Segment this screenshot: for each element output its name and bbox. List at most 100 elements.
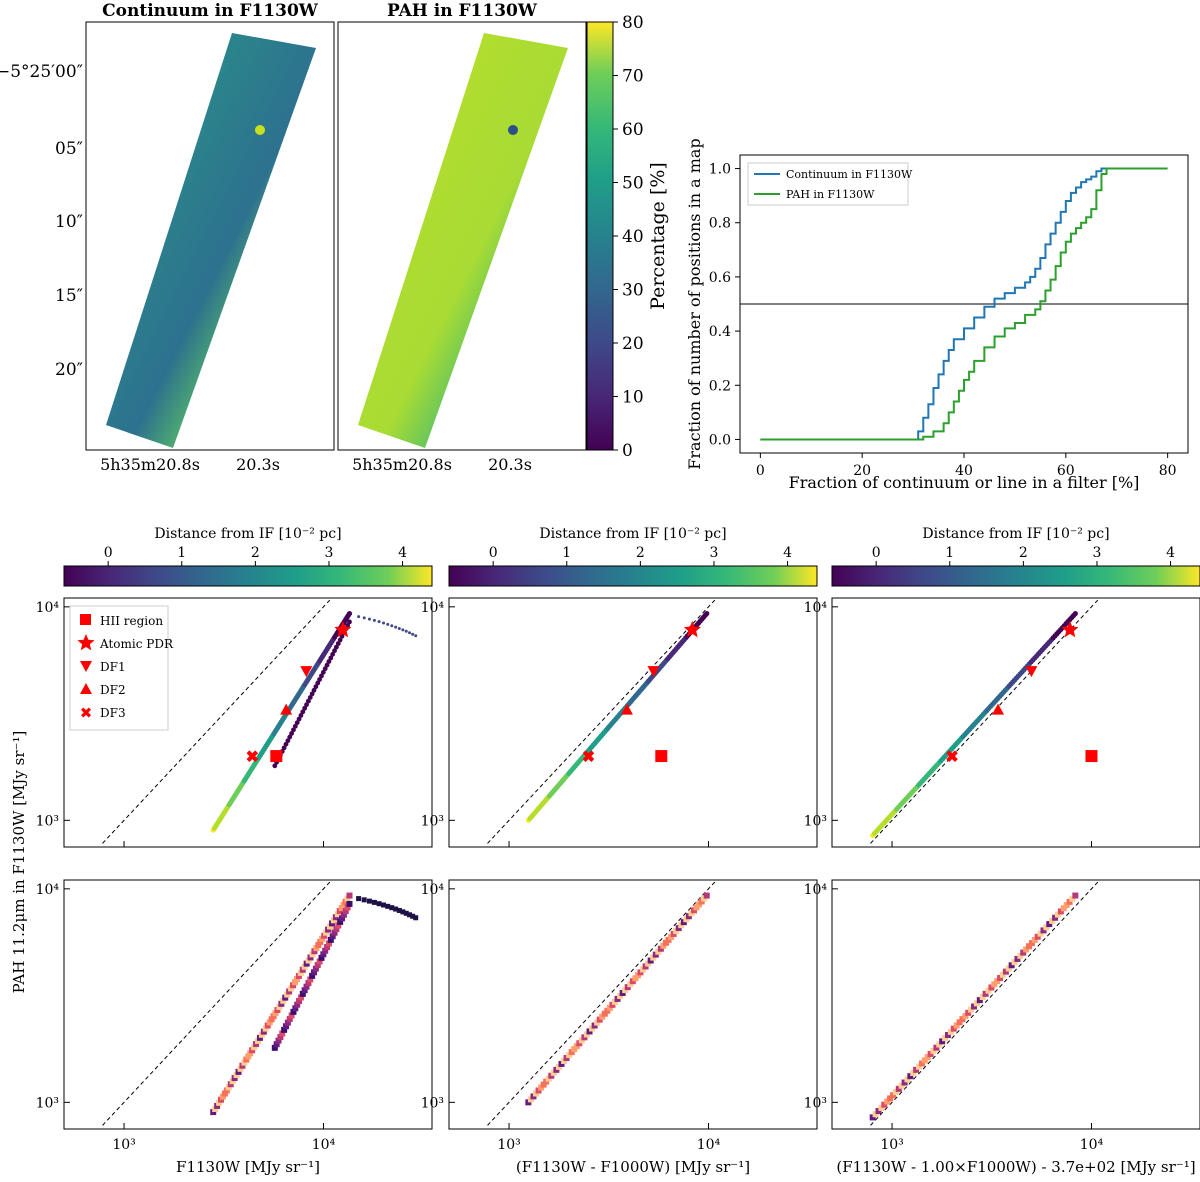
density-bin bbox=[216, 1099, 223, 1106]
scatter-point bbox=[386, 622, 390, 626]
density-bin bbox=[235, 1068, 242, 1075]
scatter-point bbox=[281, 745, 287, 751]
pah-map-image bbox=[358, 33, 568, 448]
density-bin bbox=[218, 1096, 225, 1103]
scatter-point bbox=[324, 662, 330, 668]
density-bin bbox=[292, 1005, 299, 1012]
x-tick-label: 10⁴ bbox=[697, 1137, 721, 1153]
density-bin bbox=[342, 898, 349, 905]
density-bin bbox=[1040, 927, 1047, 934]
y-tick-label: 10⁴ bbox=[421, 600, 445, 616]
marker-df2 bbox=[280, 703, 293, 715]
legend-swatch bbox=[77, 634, 95, 651]
density-bin bbox=[320, 951, 327, 958]
density-bin bbox=[309, 972, 316, 979]
density-bin bbox=[953, 1022, 960, 1029]
scatter-point bbox=[347, 619, 352, 625]
density-bin bbox=[930, 1047, 937, 1054]
density-bin bbox=[272, 1010, 279, 1017]
cdf-legend bbox=[747, 162, 909, 206]
scatter-point bbox=[313, 684, 319, 690]
density-bin bbox=[881, 1101, 888, 1108]
density-bin bbox=[260, 1028, 267, 1035]
ra-axis: 5h35m20.8s 20.3s 5h35m20.8s 20.3s bbox=[100, 455, 532, 474]
density-bin bbox=[950, 1025, 957, 1032]
dec-label-2: 10″ bbox=[55, 212, 83, 232]
x-tick-label: 10³ bbox=[497, 1137, 520, 1153]
density-bin bbox=[273, 1041, 280, 1048]
x-tick-label: 10⁴ bbox=[1080, 1137, 1104, 1153]
density-bin bbox=[400, 909, 406, 915]
density-bin bbox=[233, 1071, 240, 1078]
density-bin bbox=[299, 990, 306, 997]
density-bin bbox=[281, 1026, 288, 1033]
distance-colorbar-tick-label: 2 bbox=[251, 545, 260, 561]
density-bin bbox=[290, 1008, 297, 1015]
density-bin bbox=[286, 988, 293, 995]
distance-colorbar-label: Distance from IF [10⁻² pc] bbox=[154, 526, 341, 542]
xlabel-col1: F1130W [MJy sr⁻¹] bbox=[176, 1158, 320, 1176]
density-bin bbox=[1046, 921, 1053, 928]
cdf-series bbox=[760, 167, 1168, 441]
density-bin bbox=[295, 972, 302, 979]
density-bin bbox=[956, 1019, 963, 1026]
map-colorbar-ticks: 0 10 20 30 40 50 60 70 80 bbox=[613, 13, 644, 461]
map-colorbar-tick-label: 0 bbox=[622, 441, 633, 461]
scatter-point bbox=[382, 621, 386, 625]
density-bin bbox=[276, 1003, 283, 1010]
density-bin bbox=[916, 1063, 923, 1070]
density-bin bbox=[331, 929, 338, 936]
density-bin bbox=[994, 978, 1001, 985]
continuum-map-hotspot bbox=[255, 125, 265, 135]
density-bin bbox=[361, 897, 367, 903]
density-bin bbox=[1017, 952, 1024, 959]
scatter-point bbox=[414, 634, 418, 638]
density-bin bbox=[288, 1012, 295, 1019]
density-bin bbox=[274, 1007, 281, 1014]
density-bin bbox=[225, 1084, 232, 1091]
marker-hii-region bbox=[655, 750, 668, 763]
density-bin bbox=[371, 899, 377, 905]
density-bin bbox=[976, 997, 983, 1004]
density-bin bbox=[214, 1102, 221, 1109]
marker-df3: ✖ bbox=[945, 747, 958, 766]
density-bin bbox=[241, 1059, 248, 1066]
density-bin bbox=[376, 901, 382, 907]
distance-colorbar-tick-label: 3 bbox=[1092, 545, 1101, 561]
density-bin bbox=[280, 997, 287, 1004]
scatter-point bbox=[1072, 610, 1078, 617]
distance-colorbar bbox=[63, 565, 433, 587]
marker-df1 bbox=[647, 666, 660, 678]
density-bin bbox=[284, 991, 291, 998]
density-bin bbox=[311, 969, 318, 976]
density-bin bbox=[1014, 955, 1021, 962]
density-bin bbox=[293, 976, 300, 983]
density-bin bbox=[325, 940, 332, 947]
density-bin bbox=[413, 915, 419, 921]
map-colorbar-tick-label: 50 bbox=[622, 174, 644, 194]
density-bin bbox=[366, 898, 372, 904]
density-bin bbox=[924, 1054, 931, 1061]
density-bin bbox=[396, 907, 402, 913]
density-bin bbox=[268, 1016, 275, 1023]
density-bin bbox=[337, 918, 344, 925]
density-bin bbox=[319, 935, 326, 942]
dec-label-4: 20″ bbox=[55, 360, 83, 380]
map-title-continuum: Continuum in F1130W bbox=[102, 1, 319, 21]
density-bin bbox=[1066, 898, 1073, 905]
density-bin bbox=[944, 1032, 951, 1039]
scatter-point bbox=[397, 626, 401, 630]
density-bin bbox=[973, 1000, 980, 1007]
scatter-point bbox=[337, 637, 343, 643]
scatter-point bbox=[296, 716, 302, 722]
density-bin bbox=[962, 1012, 969, 1019]
x-tick-label: 10⁴ bbox=[312, 1137, 336, 1153]
cdf-ylabel: Fraction of number of positions in a map bbox=[685, 138, 704, 469]
dec-axis: −5°25′00″ 05″ 10″ 15″ 20″ bbox=[0, 62, 83, 380]
density-bin bbox=[968, 1006, 975, 1013]
y-tick-label: 10³ bbox=[36, 813, 59, 829]
cdf-xlabel: Fraction of continuum or line in a filte… bbox=[789, 473, 1140, 492]
scatter-ylabel: PAH 11.2μm in F1130W [MJy sr⁻¹] bbox=[10, 731, 28, 994]
density-bin bbox=[910, 1070, 917, 1077]
